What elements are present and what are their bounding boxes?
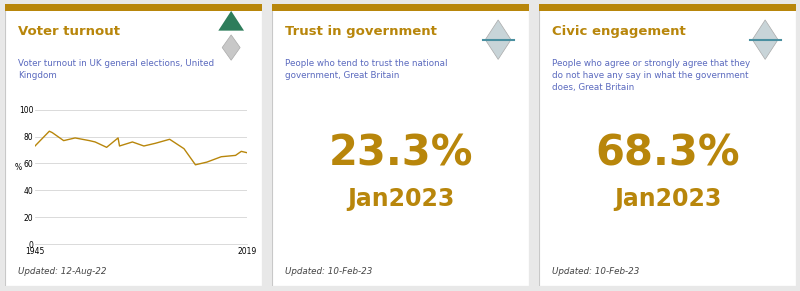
FancyBboxPatch shape bbox=[5, 4, 262, 286]
Text: Jan2023: Jan2023 bbox=[614, 187, 721, 211]
Polygon shape bbox=[752, 20, 778, 59]
Text: Updated: 12-Aug-22: Updated: 12-Aug-22 bbox=[18, 267, 106, 276]
Text: Trust in government: Trust in government bbox=[285, 25, 437, 38]
Polygon shape bbox=[222, 35, 240, 60]
FancyBboxPatch shape bbox=[272, 4, 529, 11]
Text: People who agree or strongly agree that they
do not have any say in what the gov: People who agree or strongly agree that … bbox=[552, 59, 750, 92]
FancyBboxPatch shape bbox=[5, 4, 262, 11]
Polygon shape bbox=[486, 20, 511, 59]
Y-axis label: %: % bbox=[14, 162, 22, 171]
Text: People who tend to trust the national
government, Great Britain: People who tend to trust the national go… bbox=[285, 59, 447, 80]
Text: Jan2023: Jan2023 bbox=[347, 187, 454, 211]
Text: Voter turnout in UK general elections, United
Kingdom: Voter turnout in UK general elections, U… bbox=[18, 59, 214, 80]
Text: Updated: 10-Feb-23: Updated: 10-Feb-23 bbox=[552, 267, 639, 276]
Polygon shape bbox=[218, 11, 244, 31]
Text: Civic engagement: Civic engagement bbox=[552, 25, 686, 38]
FancyBboxPatch shape bbox=[539, 4, 796, 11]
Text: 23.3%: 23.3% bbox=[328, 133, 473, 175]
FancyBboxPatch shape bbox=[272, 4, 529, 286]
FancyBboxPatch shape bbox=[539, 4, 796, 286]
Text: Voter turnout: Voter turnout bbox=[18, 25, 120, 38]
Text: Updated: 10-Feb-23: Updated: 10-Feb-23 bbox=[285, 267, 372, 276]
Text: 68.3%: 68.3% bbox=[595, 133, 740, 175]
